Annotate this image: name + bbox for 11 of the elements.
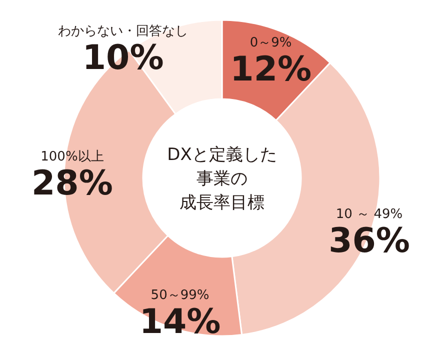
slice-label: わからない・回答なし <box>58 24 188 39</box>
data-label: 28% <box>32 164 113 204</box>
data-label: 14% <box>139 302 221 342</box>
slice-label: 10 ～ 49% <box>336 206 403 222</box>
text: DXと定義した事業の成長率目標 <box>167 145 277 213</box>
data-label: 12% <box>230 50 312 90</box>
slice-label: 100%以上 <box>40 150 104 165</box>
slice-label: 50～99% <box>150 288 210 304</box>
data-label: 36% <box>328 220 410 261</box>
data-label: 10% <box>82 38 164 78</box>
slice-label: 0～9% <box>250 36 292 51</box>
